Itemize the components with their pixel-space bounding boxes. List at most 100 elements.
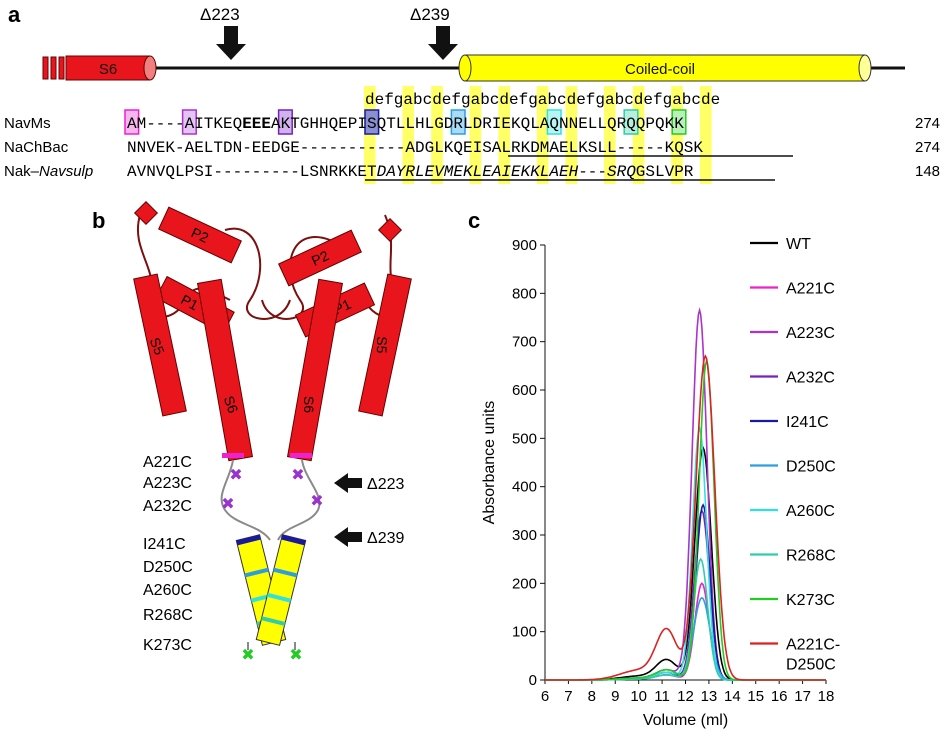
mutation-label-a260c: A260C xyxy=(143,582,192,599)
residue: K xyxy=(578,139,588,157)
sequence-nak-navsulp: AVNVQLPSI---------LSNRKKETDAYRLEVMEKLEAI… xyxy=(127,163,694,181)
residue: - xyxy=(367,139,377,157)
residue: - xyxy=(300,139,310,157)
panel-a-label: a xyxy=(8,2,21,27)
residue: E xyxy=(261,115,271,133)
sequence-nachbac: NNVEK-AELTDN-EEDGE-----------ADGLKQEISAL… xyxy=(127,139,703,157)
residue: L xyxy=(597,139,607,157)
residue: S xyxy=(309,163,319,181)
mutation-box xyxy=(124,109,140,135)
residue: Y xyxy=(396,163,407,181)
residue: K xyxy=(674,115,684,133)
residue: D xyxy=(415,139,425,157)
s5-helix-stub-3 xyxy=(58,56,65,80)
legend-label-line: A221C- xyxy=(786,637,840,654)
heptad-column xyxy=(364,86,376,184)
x-tick-label: 6 xyxy=(541,688,549,705)
residue: Q xyxy=(521,115,531,133)
legend-label: WT xyxy=(786,236,811,253)
legend-label: R268C xyxy=(786,548,836,565)
x-tick-label: 10 xyxy=(630,688,647,705)
residue: S xyxy=(482,139,492,157)
seq-name-navsulp: Navsulp xyxy=(39,163,93,180)
residue: - xyxy=(588,163,598,181)
residue: R xyxy=(405,163,415,181)
sequence-navms: AM----AITKEQEEEAKTGHHQEPISQTLLHLGDRLDRIE… xyxy=(127,115,684,133)
residue: L xyxy=(396,115,406,133)
residue: R xyxy=(482,115,492,133)
right-coil-helix xyxy=(255,534,307,646)
residue: E xyxy=(511,163,521,181)
panel-c-label: c xyxy=(468,208,480,233)
left-s6-label: S6 xyxy=(221,394,242,416)
residue: R xyxy=(511,139,521,157)
legend-label: K273C xyxy=(786,592,835,609)
residue: - xyxy=(357,139,367,157)
y-tick-label: 600 xyxy=(512,382,537,399)
residue: K xyxy=(521,163,532,181)
x-axis-label: Volume (ml) xyxy=(643,712,728,729)
residue: I xyxy=(357,115,367,133)
residue: H xyxy=(319,115,329,133)
mutation-box xyxy=(546,109,562,135)
legend-label: I241C xyxy=(786,414,829,431)
residue: L xyxy=(540,163,550,181)
mutation-box xyxy=(623,109,639,135)
residue: - xyxy=(146,115,156,133)
residue: L xyxy=(204,139,214,157)
residue: Q xyxy=(626,163,636,181)
residue: - xyxy=(175,139,185,157)
s5-helix-stub-1 xyxy=(42,56,49,80)
residue: E xyxy=(578,115,588,133)
legend-label: A260C xyxy=(786,503,835,520)
y-tick-label: 0 xyxy=(529,672,537,689)
residue: S xyxy=(367,115,377,133)
residue: - xyxy=(252,163,262,181)
series-line-9 xyxy=(545,354,826,681)
left-p2-helix xyxy=(158,206,242,264)
residue: N xyxy=(569,115,579,133)
legend-label-line: I241C xyxy=(786,414,829,431)
residue: E xyxy=(357,163,367,181)
mutation-box xyxy=(181,109,197,135)
delta223-label-a: Δ223 xyxy=(200,5,240,24)
residue: A xyxy=(492,139,502,157)
residue: G xyxy=(281,139,291,157)
s5-helix-stub-2 xyxy=(50,56,57,80)
residue: E xyxy=(559,139,569,157)
legend-label-line: R268C xyxy=(786,548,836,565)
residue: M xyxy=(540,139,550,157)
residue: - xyxy=(645,139,655,157)
coiled-coil-cap-left xyxy=(458,54,472,82)
residue: - xyxy=(578,163,588,181)
heptad-column xyxy=(604,86,616,184)
delta239-left-arrow-icon xyxy=(334,527,362,547)
delta239-label-a: Δ239 xyxy=(410,5,450,24)
legend-label-line: K273C xyxy=(786,592,835,609)
residue: A xyxy=(548,163,559,181)
x-tick-label: 18 xyxy=(818,688,835,705)
x-tick-label: 9 xyxy=(611,688,619,705)
left-a223-marker-icon: ✖ xyxy=(229,465,242,484)
residue: Q xyxy=(233,115,243,133)
residue: Q xyxy=(377,115,387,133)
residue: E xyxy=(559,163,569,181)
residue: A xyxy=(127,163,137,181)
x-tick-label: 16 xyxy=(771,688,788,705)
residue: E xyxy=(242,115,252,133)
x-tick-label: 14 xyxy=(724,688,741,705)
residue: E xyxy=(501,115,511,133)
residue: L xyxy=(655,163,665,181)
residue: L xyxy=(607,139,617,157)
x-tick-label: 15 xyxy=(747,688,764,705)
residue: P xyxy=(645,115,655,133)
residue: - xyxy=(329,139,339,157)
x-tick-label: 13 xyxy=(701,688,718,705)
heptad-column xyxy=(536,86,549,184)
series-line-6 xyxy=(545,426,826,681)
y-tick-label: 100 xyxy=(512,624,537,641)
heptad-column xyxy=(671,86,683,184)
right-coil-a260 xyxy=(266,592,292,603)
y-axis-label: Absorbance units xyxy=(481,401,498,525)
legend-label: A221C- D250C xyxy=(786,637,840,674)
